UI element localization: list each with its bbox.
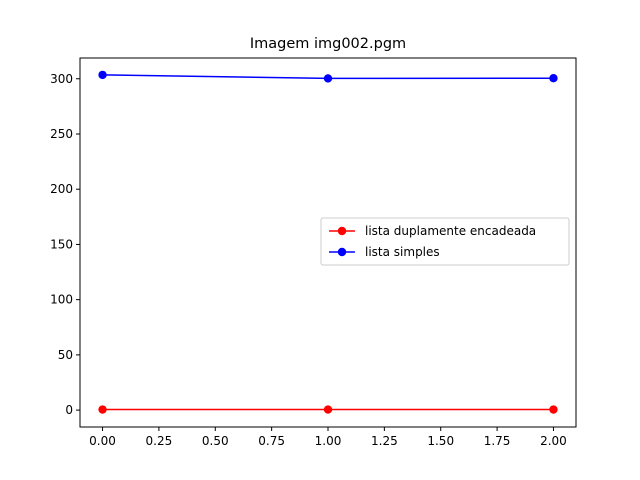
x-axis: 0.00 0.25 0.50 0.75 1.00 1.25 1.50 1.75 2.00 — [89, 427, 567, 448]
series-0 — [98, 405, 558, 414]
y-tick-label: 50 — [58, 348, 73, 362]
legend-box — [320, 217, 570, 266]
y-tick-label: 150 — [50, 237, 73, 251]
data-point — [549, 405, 558, 414]
chart-title: Imagem img002.pgm — [250, 36, 406, 52]
y-axis: 0 50 100 150 200 250 300 — [50, 72, 80, 417]
x-tick-label: 0.50 — [202, 434, 229, 448]
x-tick-label: 1.00 — [315, 434, 342, 448]
x-tick-label: 1.25 — [371, 434, 398, 448]
legend-label: lista simples — [365, 245, 440, 259]
y-tick-label: 200 — [50, 182, 73, 196]
data-point — [323, 405, 333, 414]
data-point — [98, 405, 107, 414]
x-tick-label: 0.00 — [89, 434, 116, 448]
y-tick-label: 100 — [50, 293, 73, 307]
legend-label: lista duplamente encadeada — [365, 224, 536, 238]
x-tick-label: 1.75 — [484, 434, 511, 448]
data-point — [323, 74, 333, 83]
series-1 — [98, 70, 558, 83]
x-tick-label: 0.75 — [258, 434, 285, 448]
y-tick-label: 0 — [65, 403, 73, 417]
x-tick-label: 2.00 — [540, 434, 567, 448]
data-point — [98, 70, 107, 80]
legend-marker — [337, 226, 347, 236]
y-tick-label: 250 — [50, 127, 73, 141]
y-tick-label: 300 — [50, 72, 73, 86]
legend: lista duplamente encadeada lista simples — [320, 217, 570, 266]
legend-marker — [337, 247, 347, 257]
x-tick-label: 0.25 — [146, 434, 173, 448]
data-point — [549, 74, 558, 83]
x-tick-label: 1.50 — [427, 434, 454, 448]
series-layer — [98, 70, 558, 414]
